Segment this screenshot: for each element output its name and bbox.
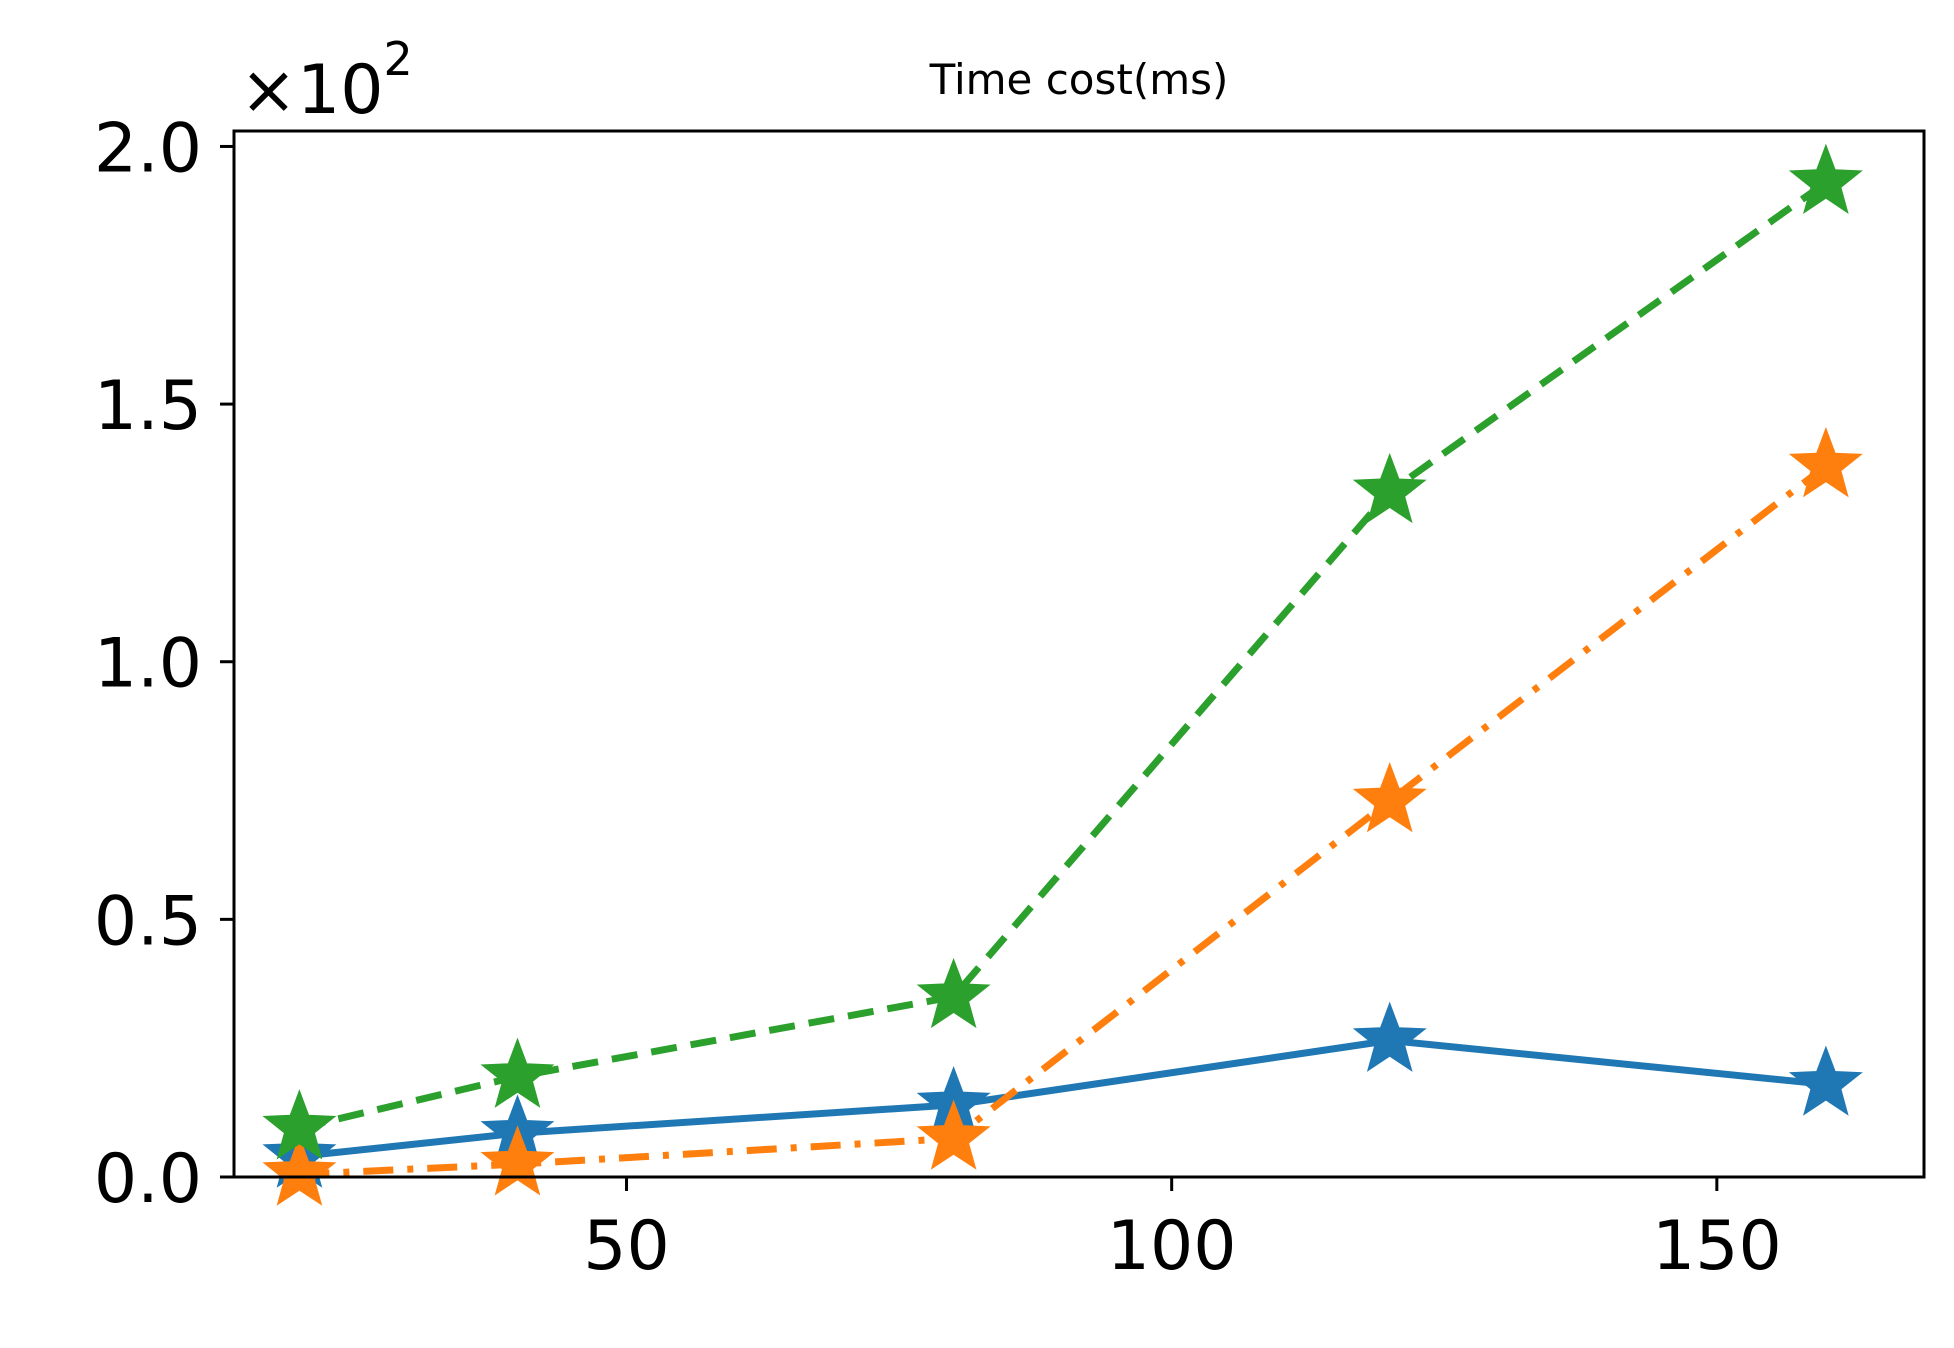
data-point-star: [1788, 143, 1863, 215]
data-point-star: [1788, 1045, 1863, 1116]
data-point-star: [480, 1125, 555, 1196]
chart-title: Time cost(ms): [929, 55, 1229, 104]
axes: 50 100 150 0.0 0.5 1.0 1.5 2.0: [94, 109, 1782, 1286]
x-tick-label: 150: [1652, 1207, 1782, 1286]
plot-frame: [232, 129, 1926, 1179]
x-tick-label: 100: [1107, 1207, 1237, 1286]
y-multiplier-base: ×10: [240, 51, 384, 130]
data-point-star: [262, 1135, 337, 1206]
data-point-star: [262, 1089, 337, 1160]
y-tick-label: 1.0: [94, 625, 202, 704]
data-point-star: [916, 957, 991, 1029]
data-point-star: [1788, 427, 1863, 498]
y-tick-label: 0.5: [94, 882, 202, 961]
series-1: [262, 427, 1863, 1206]
data-point-star: [480, 1037, 555, 1108]
series-2: [262, 143, 1863, 1160]
y-multiplier-exponent: 2: [384, 32, 413, 86]
data-point-star: [1352, 1001, 1427, 1072]
y-tick-label: 0.0: [94, 1140, 202, 1219]
y-axis-multiplier: ×102: [240, 32, 413, 130]
y-tick-label: 1.5: [94, 367, 202, 446]
data-point-star: [1352, 452, 1427, 524]
plot-area: [262, 143, 1863, 1206]
data-point-star: [916, 1099, 991, 1170]
y-tick-label: 2.0: [94, 109, 202, 188]
x-tick-label: 50: [583, 1207, 670, 1286]
data-point-star: [1352, 762, 1427, 833]
